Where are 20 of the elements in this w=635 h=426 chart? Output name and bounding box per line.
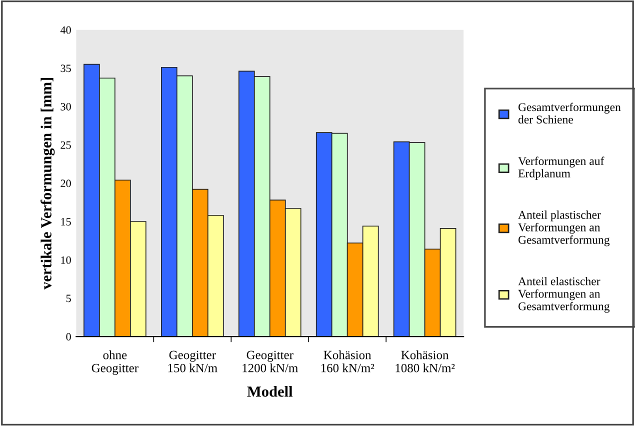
y-tick-label: 0 xyxy=(66,333,71,341)
y-tick-label: 10 xyxy=(61,256,71,264)
legend-label: Anteil plastischer Verformungen an Gesamtverformung xyxy=(518,210,610,246)
x-tick-label: Kohäsion 1080 kN/m² xyxy=(396,350,455,372)
x-tick-label: Geogitter 1200 kN/m xyxy=(242,350,298,372)
y-tick-label: 20 xyxy=(60,180,71,188)
y-tick-label: 5 xyxy=(66,294,71,302)
y-tick-label: 30 xyxy=(60,102,71,110)
y-tick-label: 25 xyxy=(60,141,71,149)
y-tick-label: 35 xyxy=(60,64,71,72)
y-tick-label: 15 xyxy=(61,218,71,226)
legend-label: Gesamtverformungen der Schiene xyxy=(518,102,621,124)
legend-label: Verformungen auf Erdplanum xyxy=(518,156,604,180)
x-tick-label: Geogitter 150 kN/m xyxy=(168,350,218,372)
x-tick-label: Kohäsion 160 kN/m² xyxy=(321,350,374,372)
y-axis-title: vertikale Verformungen in [mm] xyxy=(40,78,55,290)
x-tick-label: ohne Geogitter xyxy=(92,350,138,375)
x-axis-title: Modell xyxy=(247,386,293,397)
legend-label: Anteil elastischer Verformungen an Gesamtverformung xyxy=(518,276,610,313)
y-tick-label: 40 xyxy=(60,26,71,34)
